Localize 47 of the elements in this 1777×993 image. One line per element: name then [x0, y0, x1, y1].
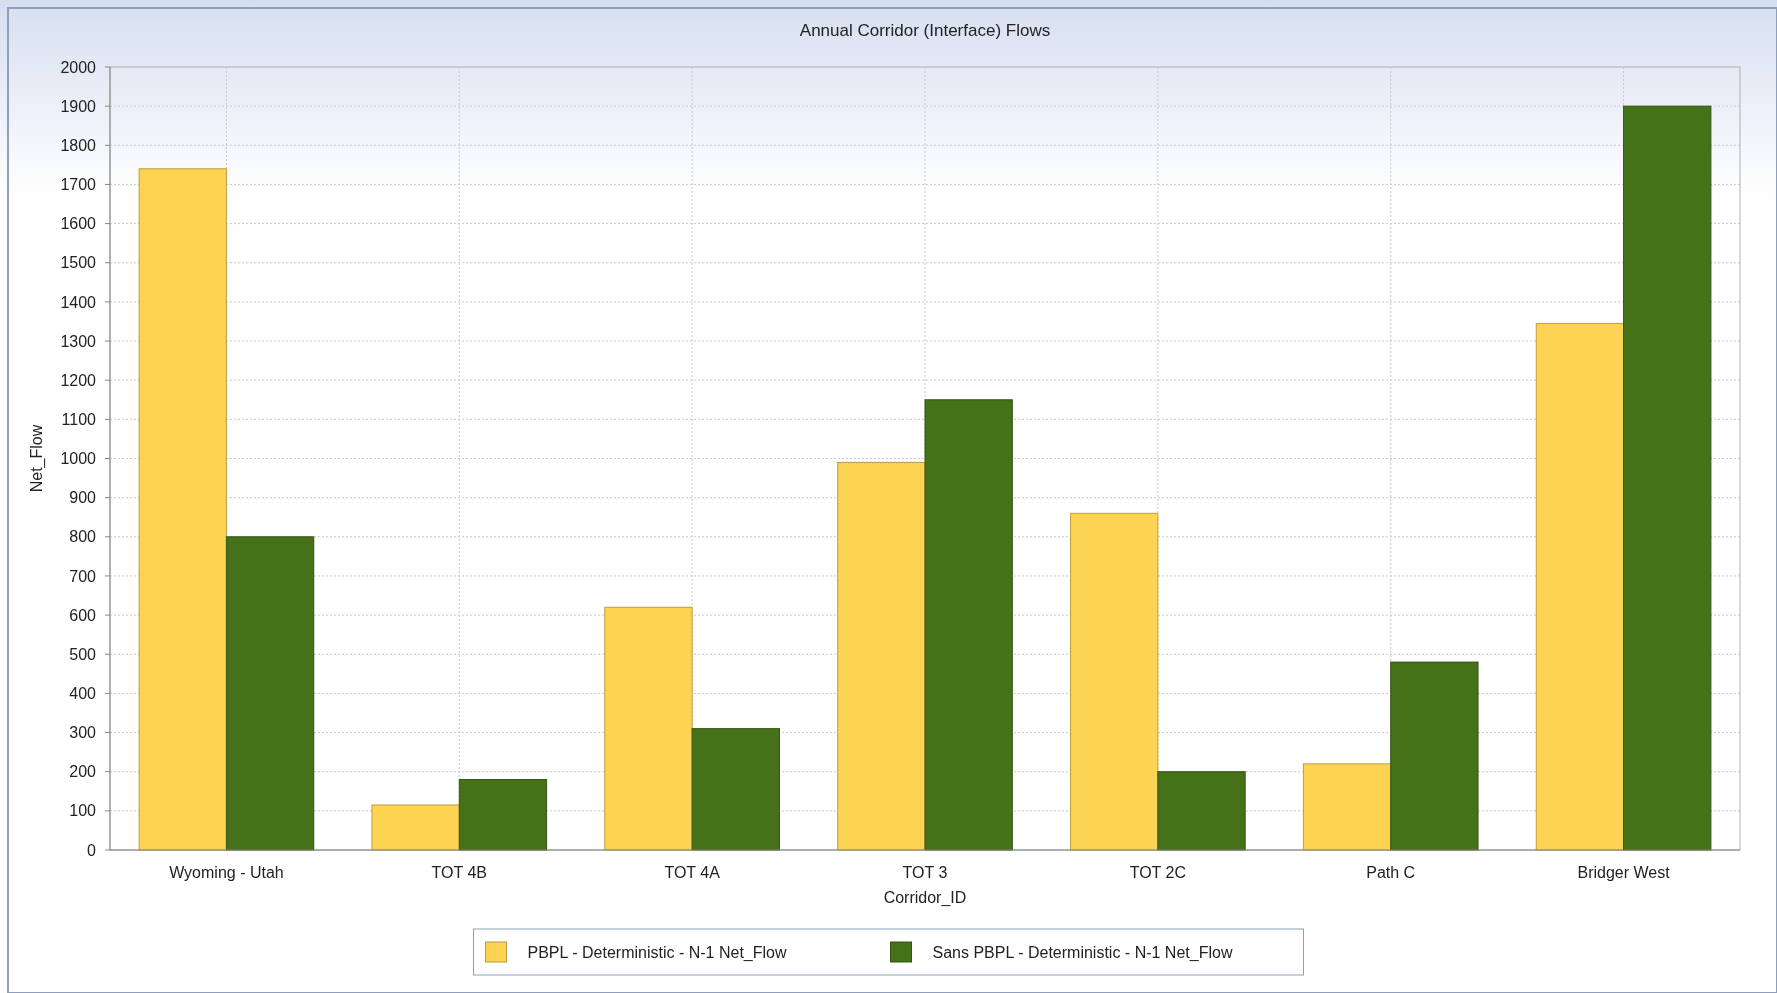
y-tick-label: 1800	[60, 136, 97, 154]
y-tick-label: 500	[69, 645, 97, 663]
bar	[604, 606, 693, 851]
y-tick-label: 1400	[60, 293, 97, 311]
bar	[1390, 661, 1479, 851]
bar	[1623, 105, 1712, 851]
x-tick-label: Bridger West	[1577, 864, 1671, 881]
y-tick-label: 700	[69, 567, 97, 585]
x-tick-label: TOT 3	[902, 864, 948, 881]
y-tick-label: 100	[69, 802, 97, 820]
bar	[458, 779, 548, 851]
legend-label: Sans PBPL - Deterministic - N-1 Net_Flow	[932, 943, 1233, 962]
bar	[1302, 763, 1392, 851]
x-tick-label: TOT 2C	[1129, 864, 1187, 881]
y-tick-label: 1500	[60, 254, 97, 272]
legend-label: PBPL - Deterministic - N-1 Net_Flow	[527, 943, 787, 962]
y-tick-label: 1300	[60, 332, 97, 350]
x-tick-label: TOT 4B	[431, 864, 487, 881]
bar	[1157, 771, 1246, 851]
bar	[225, 536, 315, 851]
bar	[691, 728, 780, 851]
x-tick-label: Path C	[1366, 864, 1416, 881]
y-tick-label: 600	[69, 606, 97, 624]
y-tick-label: 900	[69, 489, 97, 507]
y-tick-label: 2000	[60, 58, 97, 76]
y-tick-label: 400	[69, 685, 97, 702]
bar	[924, 399, 1013, 851]
y-axis-title: Net_Flow	[28, 424, 46, 493]
bar	[1535, 322, 1625, 851]
y-tick-label: 300	[69, 724, 97, 742]
y-tick-label: 800	[69, 528, 97, 546]
chart-title: Annual Corridor (Interface) Flows	[799, 21, 1051, 40]
y-tick-label: 0	[87, 841, 97, 859]
y-tick-label: 1900	[60, 97, 97, 115]
bar	[837, 461, 926, 851]
y-tick-label: 1600	[60, 215, 97, 233]
y-tick-label: 1200	[60, 371, 97, 389]
y-tick-label: 200	[69, 763, 97, 781]
bar	[371, 804, 460, 851]
bar	[138, 168, 227, 851]
x-tick-label: TOT 4A	[664, 864, 721, 881]
x-tick-label: Wyoming - Utah	[169, 864, 284, 881]
x-axis-title: Corridor_ID	[883, 889, 967, 907]
y-tick-label: 1000	[60, 450, 97, 468]
bar	[1070, 512, 1159, 851]
y-tick-label: 1700	[60, 176, 97, 194]
y-tick-label: 1100	[61, 410, 97, 428]
